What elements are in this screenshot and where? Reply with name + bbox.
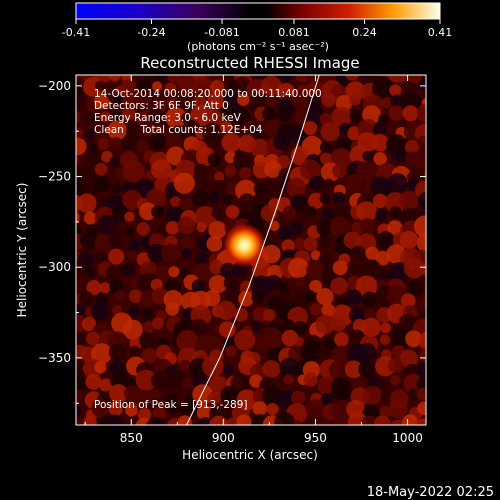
colorbar-tick-label: -0.41 [62,26,90,39]
peak-position-label: Position of Peak = [913,-289] [94,399,248,411]
y-axis-label: Heliocentric Y (arcsec) [15,183,29,318]
chart-title: Reconstructed RHESSI Image [140,54,359,72]
annotation-detectors: Detectors: 3F 6F 9F, Att 0 [94,100,229,112]
x-tick-label: 850 [120,431,143,445]
colorbar-unit-label: (photons cm⁻² s⁻¹ asec⁻²) [187,40,329,53]
y-tick-label: −200 [38,79,71,93]
peak-source [222,223,267,268]
colorbar [75,2,441,20]
x-tick-label: 1000 [392,431,423,445]
footer-timestamp: 18-May-2022 02:25 [367,485,494,500]
colorbar-tick-label: 0.24 [352,26,377,39]
annotation-energy: Energy Range: 3.0 - 6.0 keV [94,112,242,124]
image-pattern [76,75,426,425]
y-tick-label: −350 [38,351,71,365]
x-axis-label: Heliocentric X (arcsec) [182,448,318,462]
y-tick-label: −250 [38,170,71,184]
x-tick-label: 900 [212,431,235,445]
y-tick-label: −300 [38,260,71,274]
colorbar-tick-label: -0.081 [204,26,239,39]
colorbar-tick-label: -0.24 [137,26,165,39]
annotation-counts: Clean Total counts: 1.12E+04 [94,124,263,136]
annotation-time: 14-Oct-2014 00:08:20.000 to 00:11:40.000 [94,88,322,100]
axis-ticks: 850 900 950 1000 −200 −250 −300 −350 [38,75,426,445]
x-tick-label: 950 [304,431,327,445]
colorbar-ticks: -0.41 -0.24 -0.081 0.081 0.24 0.41 [62,19,452,39]
colorbar-tick-label: 0.41 [428,26,453,39]
solar-limb-line [186,75,320,425]
colorbar-tick-label: 0.081 [278,26,310,39]
